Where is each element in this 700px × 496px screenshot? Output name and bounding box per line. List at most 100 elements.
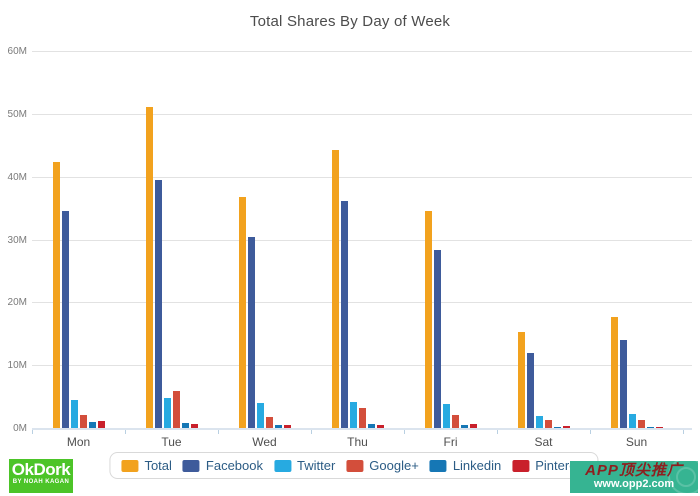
bar-googleplus-tue[interactable]: [172, 390, 180, 428]
watermark-swirl-icon: [676, 467, 696, 487]
bar-linkedin-fri[interactable]: [460, 424, 468, 428]
bar-pinterest-fri[interactable]: [469, 424, 477, 428]
x-axis-labels: Mon Tue Wed Thu Fri Sat Sun: [32, 435, 692, 449]
bar-linkedin-thu[interactable]: [367, 424, 375, 428]
bar-googleplus-thu[interactable]: [358, 407, 366, 428]
bar-facebook-fri[interactable]: [433, 249, 441, 428]
bar-total-fri[interactable]: [424, 210, 432, 428]
bar-linkedin-wed[interactable]: [274, 424, 282, 428]
axis-tick: [590, 430, 591, 434]
bar-twitter-sun[interactable]: [628, 413, 636, 428]
bar-group-fri: [404, 51, 497, 428]
bar-twitter-sat[interactable]: [535, 416, 543, 428]
bar-total-sun[interactable]: [610, 316, 618, 428]
gridline: [32, 365, 692, 367]
watermark-swirl-icon: [668, 461, 698, 493]
watermark-title: APP顶尖推广: [585, 462, 683, 479]
y-tick-label: 50M: [7, 108, 27, 120]
bar-pinterest-sun[interactable]: [655, 426, 663, 428]
bar-linkedin-mon[interactable]: [88, 422, 96, 428]
legend-label: Linkedin: [452, 458, 502, 473]
bar-facebook-wed[interactable]: [247, 237, 255, 428]
gridline: [32, 302, 692, 304]
legend-item-googleplus[interactable]: Google+: [346, 458, 419, 473]
legend-swatch-icon: [121, 459, 139, 472]
legend-swatch-icon: [429, 459, 447, 472]
bar-pinterest-wed[interactable]: [283, 424, 291, 428]
watermark-badge: APP顶尖推广 www.opp2.com: [570, 461, 698, 493]
bar-twitter-tue[interactable]: [163, 397, 171, 428]
x-tick-label-sat: Sat: [534, 435, 553, 449]
legend-swatch-icon: [346, 459, 364, 472]
legend-item-total[interactable]: Total: [121, 458, 172, 473]
bar-facebook-sat[interactable]: [526, 353, 534, 428]
legend-label: Twitter: [297, 458, 336, 473]
bars-row: [32, 51, 683, 428]
gridline: [32, 113, 692, 115]
bar-googleplus-wed[interactable]: [265, 417, 273, 428]
bar-total-thu[interactable]: [331, 149, 339, 428]
bar-pinterest-thu[interactable]: [376, 424, 384, 428]
legend-label: Google+: [369, 458, 419, 473]
bar-group-sun: [590, 51, 683, 428]
legend-label: Total: [144, 458, 172, 473]
chart-title: Total Shares By Day of Week: [249, 13, 451, 30]
x-tick-label-sun: Sun: [625, 435, 648, 449]
bar-facebook-mon[interactable]: [61, 211, 69, 428]
bar-twitter-thu[interactable]: [349, 402, 357, 428]
bar-googleplus-fri[interactable]: [451, 415, 459, 428]
bar-facebook-thu[interactable]: [340, 201, 348, 428]
bar-group-tue: [125, 51, 218, 428]
bar-pinterest-mon[interactable]: [97, 421, 105, 428]
bar-linkedin-tue[interactable]: [181, 422, 189, 428]
bar-twitter-mon[interactable]: [70, 400, 78, 428]
bar-group-wed: [218, 51, 311, 428]
y-tick-label: 40M: [7, 171, 27, 183]
axis-tick: [683, 430, 684, 434]
legend-item-twitter[interactable]: Twitter: [274, 458, 335, 473]
bar-total-mon[interactable]: [52, 162, 60, 428]
y-tick-label: 20M: [7, 297, 27, 309]
bar-twitter-wed[interactable]: [256, 402, 264, 428]
gridline: [32, 239, 692, 241]
x-tick-label-tue: Tue: [161, 435, 182, 449]
chart-legend: Total Facebook Twitter Google+ Linkedin Pinte…: [109, 452, 599, 479]
axis-tick: [311, 430, 312, 434]
axis-tick: [125, 430, 126, 434]
legend-swatch-icon: [512, 459, 530, 472]
legend-item-facebook[interactable]: Facebook: [182, 458, 263, 473]
legend-item-linkedin[interactable]: Linkedin: [429, 458, 502, 473]
legend-swatch-icon: [274, 459, 291, 472]
y-tick-label: 30M: [7, 234, 27, 246]
bar-googleplus-sat[interactable]: [544, 419, 552, 428]
bar-pinterest-tue[interactable]: [190, 423, 198, 428]
bar-linkedin-sun[interactable]: [646, 427, 654, 428]
okdork-logo-text: OkDork: [11, 460, 71, 479]
bar-linkedin-sat[interactable]: [553, 427, 561, 428]
x-tick-label-mon: Mon: [66, 435, 91, 449]
bar-twitter-fri[interactable]: [442, 403, 450, 428]
y-tick-label: 0M: [13, 423, 27, 434]
x-tick-label-thu: Thu: [347, 435, 368, 449]
bar-group-mon: [32, 51, 125, 428]
watermark-url: www.opp2.com: [593, 478, 675, 490]
bar-pinterest-sat[interactable]: [562, 426, 570, 428]
bar-group-sat: [497, 51, 590, 428]
bar-total-wed[interactable]: [238, 196, 246, 428]
legend-label: Facebook: [205, 458, 263, 473]
axis-tick: [497, 430, 498, 434]
x-tick-label-fri: Fri: [443, 435, 458, 449]
axis-tick: [218, 430, 219, 434]
bar-googleplus-sun[interactable]: [637, 419, 645, 428]
x-tick-label-wed: Wed: [252, 435, 277, 449]
okdork-logo-subtext: BY NOAH KAGAN: [12, 479, 70, 485]
gridline: [32, 176, 692, 178]
bar-facebook-sun[interactable]: [619, 340, 627, 428]
axis-tick: [404, 430, 405, 434]
axis-tick: [32, 430, 33, 434]
bar-googleplus-mon[interactable]: [79, 415, 87, 428]
bar-total-tue[interactable]: [145, 106, 153, 428]
bar-facebook-tue[interactable]: [154, 179, 162, 428]
x-axis-line: [32, 428, 692, 430]
bar-total-sat[interactable]: [517, 331, 525, 428]
